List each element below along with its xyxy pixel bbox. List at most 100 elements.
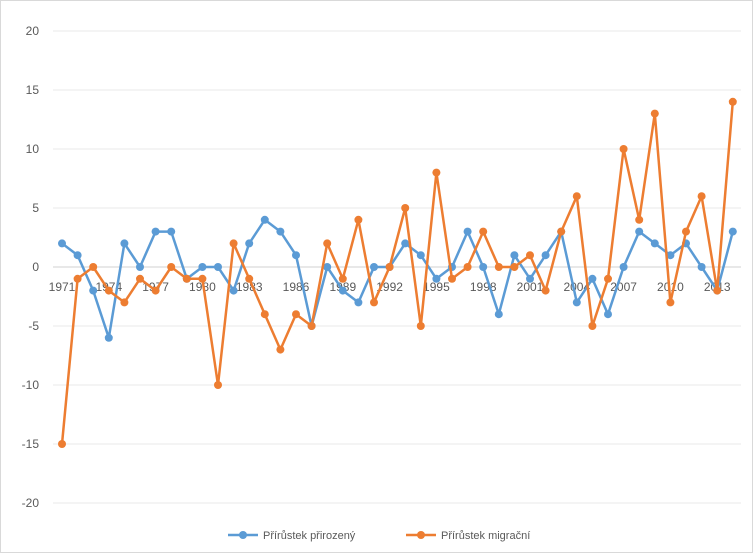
data-point <box>619 145 628 153</box>
data-point <box>58 239 66 248</box>
gridlines <box>53 30 741 504</box>
data-point <box>463 227 472 236</box>
data-point <box>338 286 347 295</box>
data-point <box>682 227 690 236</box>
data-point <box>666 251 675 260</box>
data-point <box>260 310 269 319</box>
data-point <box>354 298 363 307</box>
y-tick-label: -15 <box>22 437 40 451</box>
data-point <box>604 274 612 283</box>
data-point <box>73 251 82 260</box>
data-point <box>260 215 269 224</box>
data-point <box>104 286 113 295</box>
data-point <box>198 274 207 283</box>
series-1 <box>58 215 737 342</box>
data-point <box>416 251 425 260</box>
data-point <box>89 263 98 271</box>
data-point <box>432 168 441 177</box>
data-point <box>604 310 612 319</box>
data-point <box>526 251 534 260</box>
data-point <box>635 215 644 224</box>
data-point <box>463 263 472 271</box>
data-point <box>713 286 722 295</box>
data-point <box>323 263 332 271</box>
legend-swatch-marker <box>239 531 247 539</box>
data-point <box>354 215 363 224</box>
data-point <box>572 298 581 307</box>
data-point <box>276 345 285 354</box>
data-point <box>214 263 222 271</box>
data-point <box>292 251 300 260</box>
data-point <box>697 263 706 271</box>
x-tick-label: 1971 <box>49 280 76 294</box>
data-point <box>245 274 254 283</box>
legend-entry-1: Přírůstek přirozený <box>228 530 356 542</box>
data-point <box>572 192 581 201</box>
data-point <box>307 322 316 330</box>
y-axis-tick-labels: 20 15 10 5 0 -5 -10 -15 -20 <box>22 24 40 510</box>
legend-label: Přírůstek přirozený <box>263 530 356 542</box>
data-point <box>728 97 737 106</box>
data-point <box>557 227 566 236</box>
series-group <box>58 97 737 448</box>
data-point <box>276 227 285 236</box>
data-point <box>588 322 597 330</box>
legend-swatch-marker <box>417 531 425 539</box>
x-tick-label: 1986 <box>283 280 310 294</box>
data-point <box>323 239 332 248</box>
data-point <box>494 310 503 319</box>
data-point <box>136 263 144 271</box>
y-tick-label: -5 <box>28 319 39 333</box>
y-tick-label: 15 <box>26 83 40 97</box>
data-point <box>401 239 410 248</box>
data-point <box>198 263 207 271</box>
data-point <box>73 274 82 283</box>
data-point <box>214 381 222 389</box>
legend-entry-2: Přírůstek migrační <box>406 530 530 542</box>
data-point <box>136 274 144 283</box>
data-point <box>229 286 238 295</box>
x-tick-label: 1983 <box>236 280 263 294</box>
data-point <box>728 227 737 236</box>
data-point <box>292 310 300 319</box>
x-tick-label: 1998 <box>470 280 497 294</box>
y-tick-label: 10 <box>26 142 40 156</box>
data-point <box>479 263 488 271</box>
data-point <box>151 286 160 295</box>
data-point <box>650 239 659 248</box>
data-point <box>120 239 129 248</box>
data-point <box>58 440 66 448</box>
data-point <box>619 263 628 271</box>
y-tick-label: 20 <box>26 24 40 38</box>
data-point <box>494 263 503 271</box>
data-point <box>432 274 441 283</box>
data-point <box>370 263 378 271</box>
data-point <box>229 239 238 248</box>
x-tick-label: 1995 <box>423 280 450 294</box>
data-point <box>541 251 550 260</box>
data-point <box>370 298 378 307</box>
series-line <box>61 218 735 340</box>
data-point <box>510 251 519 260</box>
data-point <box>588 274 597 283</box>
data-point <box>182 274 191 283</box>
data-point <box>167 263 176 271</box>
x-tick-label: 2010 <box>657 280 684 294</box>
data-point <box>245 239 254 248</box>
y-tick-label: 0 <box>32 260 39 274</box>
data-point <box>167 227 176 236</box>
data-point <box>650 109 659 118</box>
data-point <box>89 286 98 295</box>
data-point <box>401 204 410 212</box>
series-line <box>60 101 735 445</box>
legend-label: Přírůstek migrační <box>441 530 530 542</box>
data-point <box>510 263 519 271</box>
data-point <box>120 298 129 307</box>
data-point <box>338 274 347 283</box>
x-tick-label: 2001 <box>517 280 544 294</box>
data-point <box>416 322 425 330</box>
data-point <box>479 227 488 236</box>
y-tick-label: -10 <box>22 378 40 392</box>
